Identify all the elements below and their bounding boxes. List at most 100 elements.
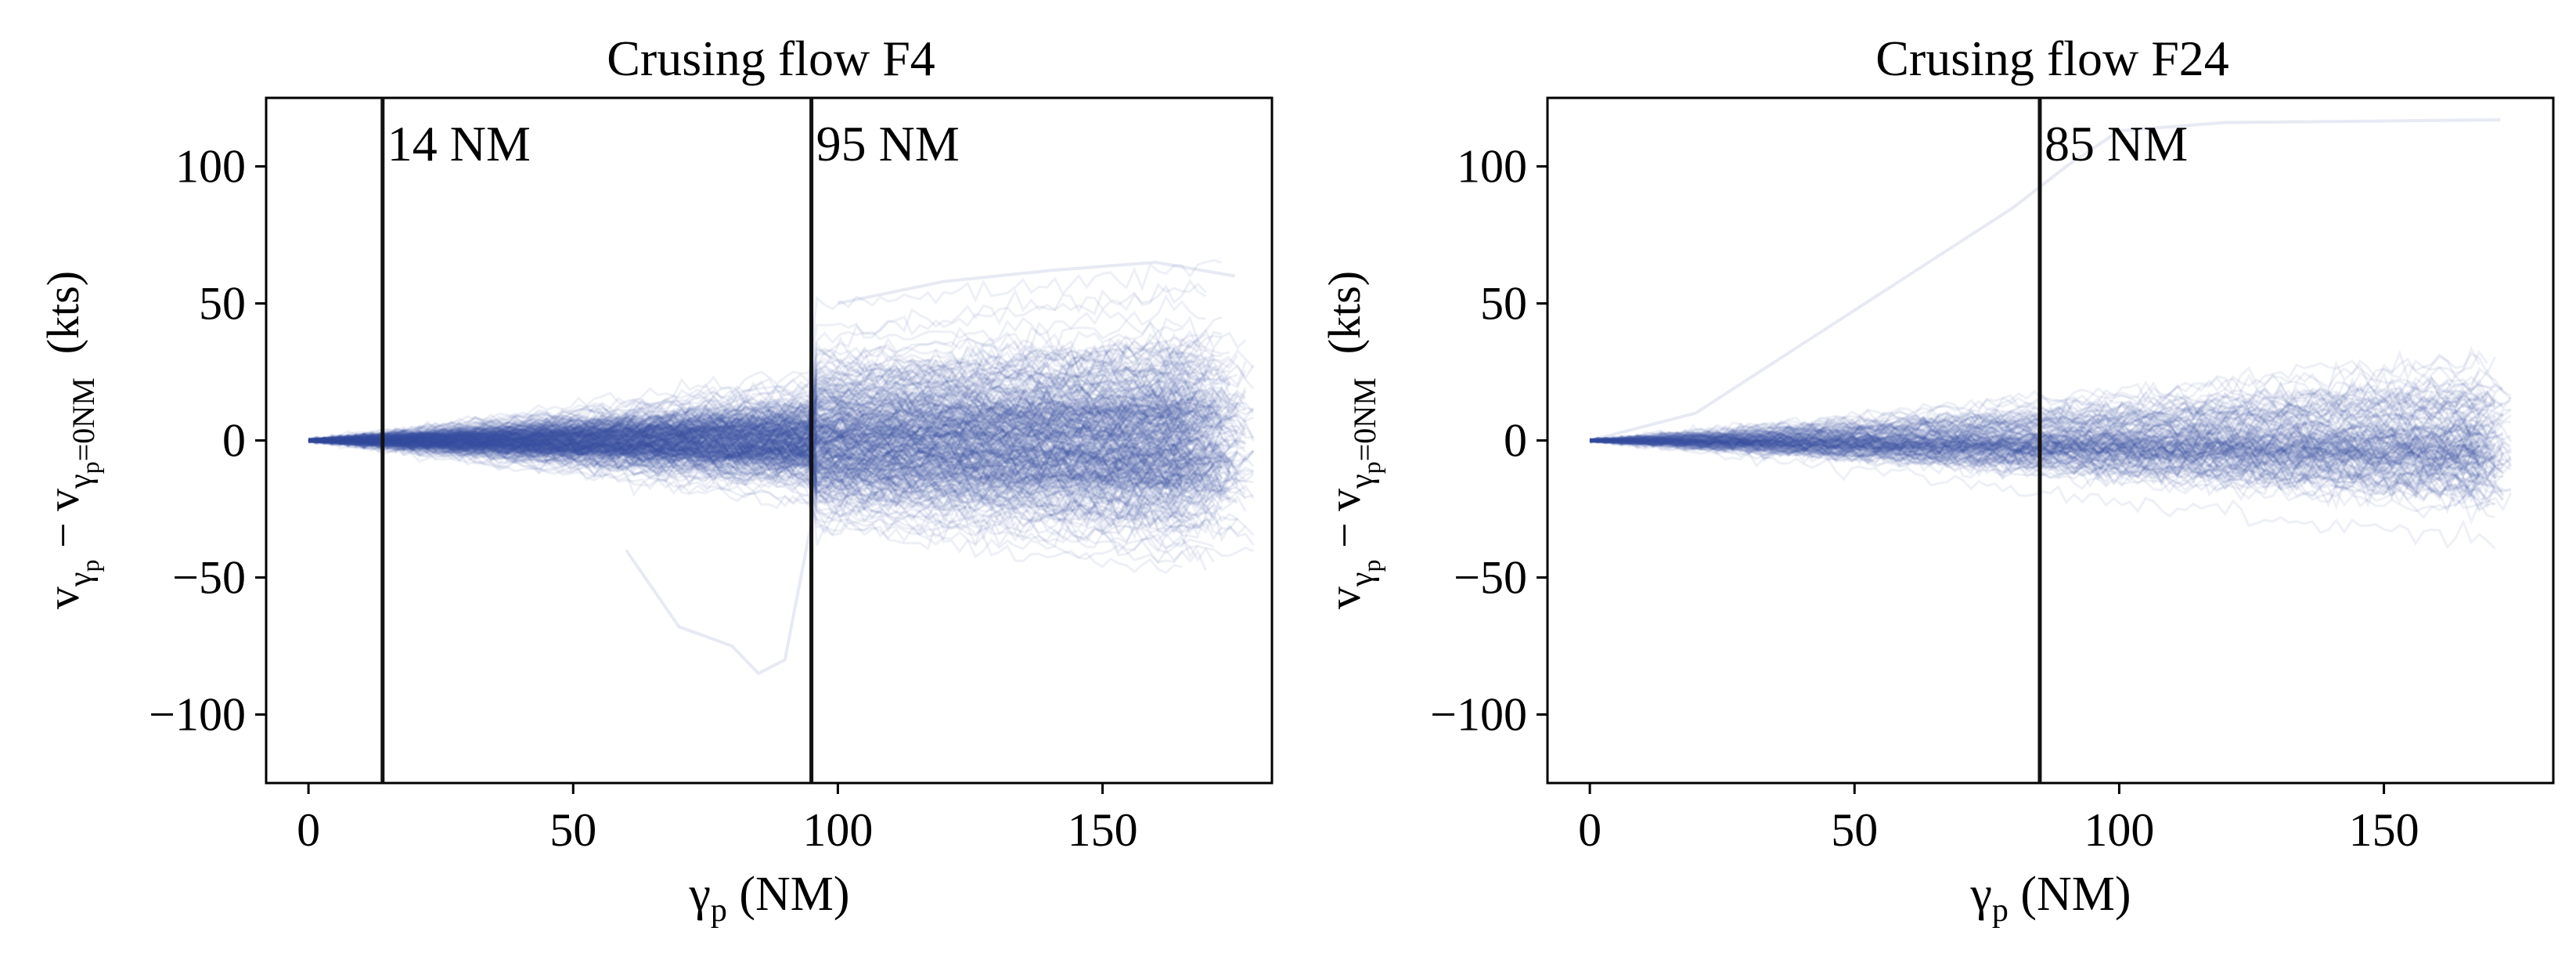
- trajectory-line: [1589, 438, 2497, 508]
- y-tick-label: 0: [222, 415, 246, 467]
- trajectory-line: [308, 432, 1246, 465]
- trajectory-line: [308, 399, 1254, 443]
- trajectory-line: [308, 408, 1198, 444]
- trajectory-line: [308, 438, 1255, 546]
- trajectory-line: [308, 358, 1255, 443]
- trajectory-line: [308, 382, 1199, 446]
- trajectory-line: [1589, 416, 2496, 454]
- trajectory-line: [308, 374, 1206, 443]
- trajectory-line: [308, 420, 1191, 492]
- trajectory-line: [308, 393, 1207, 443]
- trajectory-line: [1589, 404, 2495, 443]
- trajectory-line: [308, 428, 1231, 492]
- trajectory-line: [308, 385, 1198, 443]
- trajectory-line: [308, 403, 1191, 454]
- trajectory-line: [1590, 437, 2496, 467]
- trajectory-line: [308, 344, 1215, 457]
- trajectory-line: [1590, 436, 2480, 470]
- chart-title: Crusing flow F4: [607, 31, 935, 86]
- trajectory-line: [1589, 438, 2481, 509]
- trajectory-line: [308, 392, 1184, 444]
- trajectory-line: [308, 333, 1207, 446]
- trajectory-line: [308, 425, 1191, 463]
- trajectory-line: [1589, 437, 2504, 489]
- trajectory-line: [308, 424, 1206, 456]
- trajectory-line: [1589, 438, 2496, 500]
- trajectory-line: [308, 421, 1199, 467]
- trajectory-line: [308, 406, 1255, 443]
- trajectory-line: [308, 438, 1215, 519]
- trajectory-line: [1589, 437, 2496, 482]
- trajectory-line: [308, 348, 1255, 442]
- trajectory-line: [1589, 399, 2504, 445]
- trajectory-line: [1589, 428, 2495, 458]
- trajectory-line: [308, 377, 1223, 448]
- trajectory-line: [308, 437, 1191, 499]
- trajectory-line: [1589, 420, 2481, 453]
- trajectory-line: [308, 392, 1199, 470]
- trajectory-line: [308, 427, 1230, 466]
- trajectory-line: [308, 438, 1184, 491]
- trajectory-line: [308, 395, 1246, 450]
- trajectory-line: [308, 433, 1207, 478]
- trajectory-line: [308, 377, 1207, 446]
- trajectory-line: [1589, 390, 2512, 442]
- trajectory-line: [308, 435, 1215, 472]
- trajectory-line: [308, 435, 1223, 474]
- trajectory-line: [1589, 392, 2480, 442]
- trajectory-line: [308, 438, 1246, 500]
- trajectory-line: [308, 431, 1231, 475]
- trajectory-line: [308, 430, 1223, 469]
- trajectory-line: [1589, 415, 2481, 448]
- trajectory-line: [1589, 431, 2481, 469]
- trajectory-line: [1589, 373, 2495, 442]
- trajectory-line: [308, 355, 1230, 443]
- trajectory-line: [308, 438, 1223, 503]
- trajectory-line: [308, 437, 1222, 479]
- trajectory-line: [308, 369, 1214, 444]
- x-tick-label: 100: [802, 804, 873, 856]
- trajectory-line: [1589, 436, 2513, 519]
- trajectory-line: [308, 421, 1223, 463]
- trajectory-line: [308, 403, 1215, 460]
- trajectory-line: [308, 393, 1206, 444]
- trajectory-line: [1589, 428, 2495, 471]
- trajectory-line: [1589, 414, 2480, 448]
- trajectory-line: [308, 343, 1215, 444]
- x-tick-label: 50: [1831, 804, 1878, 856]
- trajectory-line: [308, 294, 1206, 443]
- trajectory-line: [1590, 387, 2496, 443]
- trajectory-lines: [1589, 118, 2513, 550]
- chart-panel-f24: Crusing flow F24 85 NM 0 50 100 150 100 50 0 −…: [1319, 31, 2555, 929]
- trajectory-line: [308, 424, 1191, 458]
- trajectory-line: [308, 384, 1254, 442]
- chart-panel-f4: Crusing flow F4 14 NM 95 NM 0 50 100 150 100…: [38, 31, 1274, 929]
- trajectory-line: [308, 415, 1191, 474]
- x-axis-ticks: 0 50 100 150: [297, 783, 1138, 856]
- trajectory-line: [308, 437, 1223, 518]
- trajectory-line: [1590, 411, 2495, 455]
- trajectory-line: [308, 396, 1198, 443]
- trajectory-line: [308, 395, 1183, 445]
- trajectory-line: [308, 374, 1183, 442]
- trajectory-line: [308, 431, 1238, 519]
- trajectory-line: [308, 423, 1199, 509]
- x-tick-label: 0: [1578, 804, 1601, 856]
- trajectory-line: [308, 438, 1254, 485]
- trajectory-line: [1589, 438, 2496, 508]
- trajectory-line: [1590, 422, 2505, 453]
- trajectory-line: [308, 436, 1246, 494]
- trajectory-line: [308, 433, 1230, 496]
- trajectory-line: [308, 439, 1238, 523]
- trajectory-line: [308, 428, 1238, 461]
- trajectory-line: [1590, 409, 2504, 443]
- trajectory-line: [308, 358, 1198, 443]
- trajectory-line: [308, 342, 1199, 443]
- trajectory-line: [1590, 421, 2496, 464]
- trajectory-line: [308, 417, 1255, 449]
- trajectory-line: [308, 358, 1207, 443]
- trajectory-line: [308, 422, 1223, 471]
- trajectory-line: [308, 424, 1191, 467]
- trajectory-line: [308, 430, 1254, 483]
- trajectory-line: [308, 402, 1223, 448]
